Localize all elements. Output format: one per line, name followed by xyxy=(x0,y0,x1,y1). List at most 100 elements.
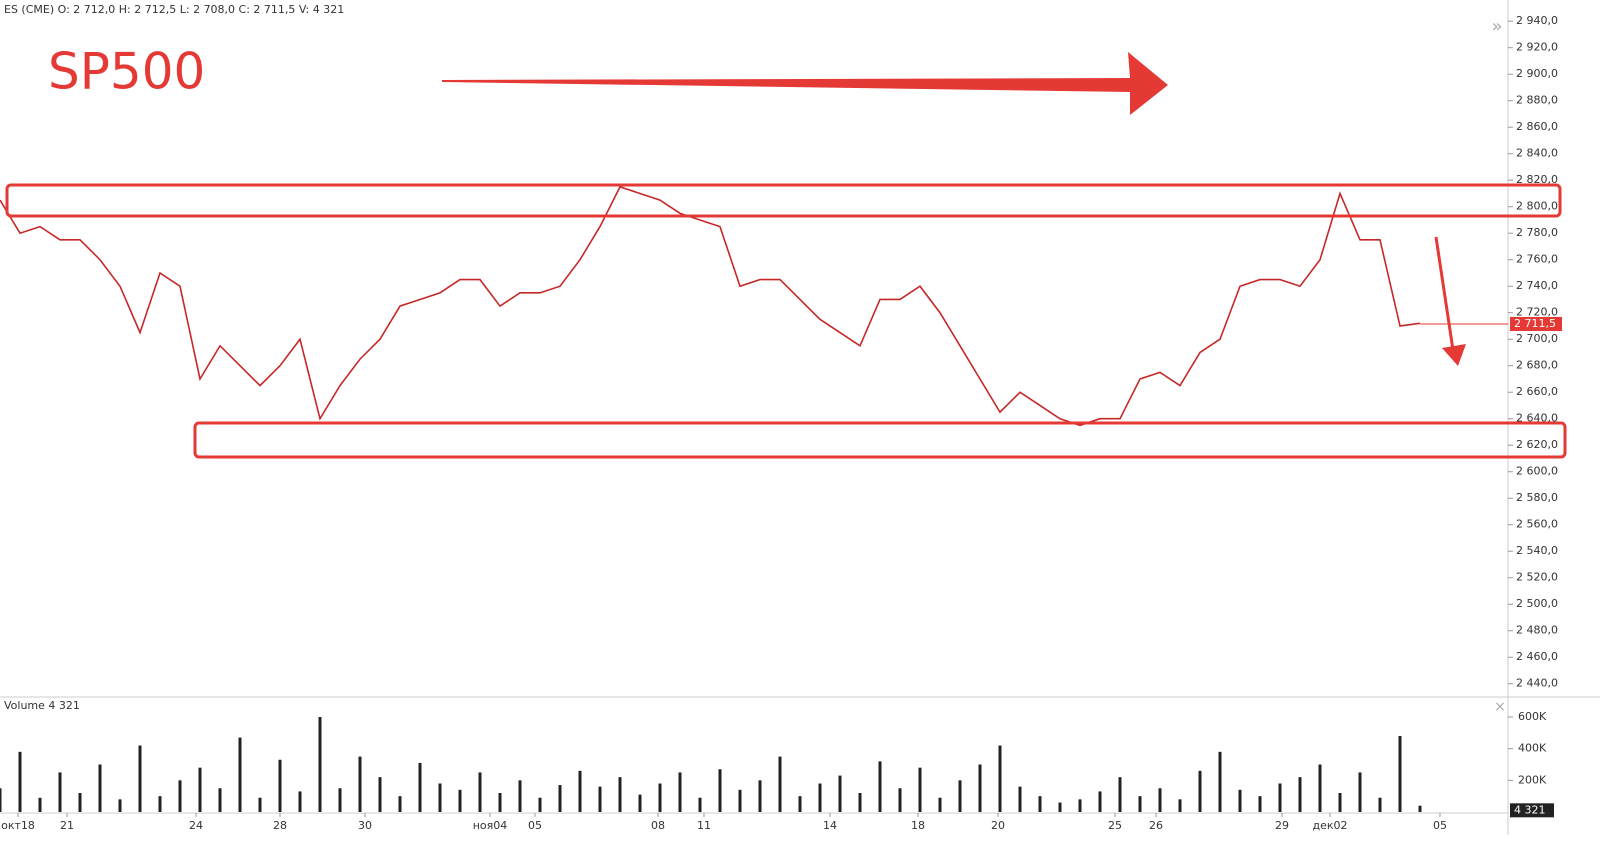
volume-bar xyxy=(198,767,202,812)
y-tick-label: 2 700,0 xyxy=(1516,332,1558,345)
volume-bar xyxy=(878,761,882,812)
x-tick-label: ноя04 xyxy=(473,819,508,832)
volume-bar xyxy=(398,796,402,812)
y-tick-label: 2 500,0 xyxy=(1516,597,1558,610)
x-tick-label: 05 xyxy=(528,819,542,832)
volume-bar xyxy=(518,780,522,812)
volume-bar xyxy=(618,777,622,812)
y-tick-label: 2 440,0 xyxy=(1516,677,1558,690)
x-tick-label: 21 xyxy=(60,819,74,832)
support-box xyxy=(193,421,1567,459)
volume-bar xyxy=(918,767,922,812)
y-tick-label: 2 620,0 xyxy=(1516,438,1558,451)
y-tick-label: 2 820,0 xyxy=(1516,173,1558,186)
volume-bar xyxy=(838,775,842,812)
volume-bar xyxy=(778,756,782,812)
y-tick-label: 2 640,0 xyxy=(1516,412,1558,425)
x-tick-label: 24 xyxy=(189,819,203,832)
volume-bar xyxy=(998,745,1002,812)
volume-bar xyxy=(118,799,122,812)
x-tick-label: 18 xyxy=(911,819,925,832)
volume-bar xyxy=(38,797,42,812)
volume-bar xyxy=(1358,772,1362,812)
y-tick-label: 2 920,0 xyxy=(1516,41,1558,54)
y-tick-label: 2 740,0 xyxy=(1516,279,1558,292)
volume-bar xyxy=(318,717,322,812)
volume-title: Volume 4 321 xyxy=(4,699,80,712)
volume-bar xyxy=(898,788,902,812)
volume-bar xyxy=(1258,796,1262,812)
volume-bar xyxy=(1238,789,1242,812)
y-tick-label: 2 480,0 xyxy=(1516,624,1558,637)
trend-arrow xyxy=(442,52,1168,115)
volume-bar xyxy=(58,772,62,812)
volume-bar xyxy=(378,777,382,812)
volume-bar xyxy=(758,780,762,812)
x-tick-label: 11 xyxy=(697,819,711,832)
x-tick-label: 29 xyxy=(1275,819,1289,832)
symbol-header: ES (CME) O: 2 712,0 H: 2 712,5 L: 2 708,… xyxy=(4,3,344,16)
x-tick-label: 28 xyxy=(273,819,287,832)
volume-bar xyxy=(1218,751,1222,812)
volume-bar xyxy=(458,789,462,812)
volume-bar xyxy=(738,789,742,812)
volume-bar xyxy=(578,770,582,812)
volume-bar xyxy=(1078,799,1082,812)
volume-bar xyxy=(138,745,142,812)
last-volume-label: 4 321 xyxy=(1514,803,1546,816)
volume-bar xyxy=(1338,793,1342,812)
y-tick-label: 2 880,0 xyxy=(1516,94,1558,107)
last-price-label: 2 711,5 xyxy=(1514,317,1556,330)
y-tick-label: 2 720,0 xyxy=(1516,306,1558,319)
x-tick-label: 08 xyxy=(651,819,665,832)
volume-bar xyxy=(98,764,102,812)
volume-bar xyxy=(158,796,162,812)
y-tick-label: 200K xyxy=(1518,773,1547,786)
volume-bar xyxy=(1158,788,1162,812)
volume-bar xyxy=(18,751,22,812)
volume-bar xyxy=(298,791,302,812)
y-tick-label: 2 660,0 xyxy=(1516,385,1558,398)
last-volume-tag xyxy=(1510,803,1554,818)
y-tick-label: 400K xyxy=(1518,742,1547,755)
close-pane-icon[interactable]: × xyxy=(1494,699,1506,715)
volume-bar xyxy=(558,785,562,812)
volume-bar xyxy=(958,780,962,812)
volume-bar xyxy=(1178,799,1182,812)
volume-bar xyxy=(638,794,642,812)
x-tick-label: дек02 xyxy=(1312,819,1347,832)
y-tick-label: 2 540,0 xyxy=(1516,544,1558,557)
volume-bar xyxy=(238,737,242,812)
y-tick-label: 2 520,0 xyxy=(1516,571,1558,584)
volume-bar xyxy=(1398,736,1402,812)
y-tick-label: 2 840,0 xyxy=(1516,147,1558,160)
y-tick-label: 2 680,0 xyxy=(1516,359,1558,372)
volume-bar xyxy=(718,769,722,812)
volume-bar xyxy=(1198,770,1202,812)
volume-bar xyxy=(658,783,662,812)
volume-bar xyxy=(978,764,982,812)
y-tick-label: 2 940,0 xyxy=(1516,14,1558,27)
volume-bar xyxy=(218,788,222,812)
volume-bar xyxy=(1038,796,1042,812)
x-tick-label: 30 xyxy=(358,819,372,832)
volume-bar xyxy=(338,788,342,812)
volume-bar xyxy=(1298,777,1302,812)
x-tick-label: 26 xyxy=(1149,819,1163,832)
volume-bar xyxy=(418,762,422,812)
volume-bar xyxy=(1418,805,1422,812)
down-arrow-head xyxy=(1442,344,1466,366)
down-arrow xyxy=(1434,236,1455,351)
collapse-icon[interactable]: » xyxy=(1491,16,1502,37)
y-tick-label: 2 580,0 xyxy=(1516,491,1558,504)
volume-bar xyxy=(598,786,602,812)
volume-bar xyxy=(358,756,362,812)
volume-bar xyxy=(1138,796,1142,812)
y-tick-label: 2 760,0 xyxy=(1516,253,1558,266)
volume-bar xyxy=(178,780,182,812)
volume-bar xyxy=(1018,786,1022,812)
annotation-title: SP500 xyxy=(48,43,205,101)
volume-bar xyxy=(798,796,802,812)
